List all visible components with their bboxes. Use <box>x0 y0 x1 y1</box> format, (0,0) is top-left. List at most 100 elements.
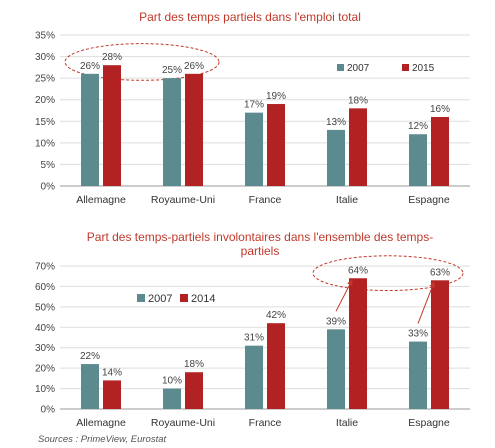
y-tick-label: 50% <box>35 302 55 313</box>
data-label: 13% <box>326 117 346 128</box>
highlight-ellipse <box>312 255 464 292</box>
chart-1-legend: 2007 2015 <box>337 63 435 74</box>
bar-2014 <box>349 278 367 409</box>
data-label: 39% <box>326 316 346 327</box>
y-tick-label: 0% <box>41 405 56 416</box>
y-tick-label: 30% <box>35 52 55 63</box>
chart-1-bars <box>81 65 449 186</box>
chart-2-legend-swatch-2007 <box>137 294 145 302</box>
chart-1-data-labels: 26%28%25% 26%17%19%13%18%12%16% <box>80 52 450 132</box>
data-label: 10% <box>162 376 182 387</box>
chart-2-legend: 2007 2014 <box>137 293 215 305</box>
data-label: 31% <box>244 333 264 344</box>
y-tick-label: 70% <box>35 262 55 273</box>
data-label: 42% <box>266 310 286 321</box>
data-label: 19% <box>266 91 286 102</box>
bar-2007 <box>81 73 99 186</box>
bar-2007 <box>327 129 345 186</box>
highlight-ellipse <box>64 43 220 81</box>
bar-2007 <box>409 134 427 186</box>
data-label: 17% <box>244 100 264 111</box>
y-tick-label: 40% <box>35 323 55 334</box>
bar-2015 <box>431 116 449 186</box>
y-tick-label: 20% <box>35 364 55 375</box>
chart-2-bars <box>81 278 449 409</box>
bar-2014 <box>267 323 285 409</box>
bar-2014 <box>431 280 449 409</box>
chart-1-legend-swatch-2007 <box>337 64 344 71</box>
data-label: 25% <box>162 65 182 76</box>
bar-2015 <box>185 73 203 186</box>
data-label: 64% <box>348 265 368 276</box>
bar-2014 <box>103 380 121 409</box>
y-tick-label: 15% <box>35 117 55 128</box>
category-label: Royaume-Uni <box>151 194 215 206</box>
bar-2007 <box>163 388 181 409</box>
trend-arrow <box>417 281 435 324</box>
data-label: 26% <box>80 61 100 72</box>
chart-1: Part des temps partiels dans l'emploi to… <box>35 10 470 206</box>
category-label: Espagne <box>408 194 450 206</box>
category-label: Royaume-Uni <box>151 417 215 429</box>
y-tick-label: 60% <box>35 282 55 293</box>
chart-1-title: Part des temps partiels dans l'emploi to… <box>139 10 361 24</box>
chart-2-arrows <box>335 279 435 324</box>
data-label: 12% <box>408 121 428 132</box>
chart-2-data-labels: 22%14% 10%18% 31% 42% 39% 64% 33% 63% <box>80 265 450 386</box>
category-label: France <box>249 194 282 206</box>
trend-arrow <box>335 279 353 312</box>
category-label: Italie <box>336 194 358 206</box>
y-tick-label: 25% <box>35 74 55 85</box>
chart-2-y-tick-labels: 0% 10% 20% 30% 40% 50% 60% 70% <box>35 262 55 416</box>
chart-1-legend-label-2007: 2007 <box>347 63 370 74</box>
data-label: 22% <box>80 351 100 362</box>
category-label: Allemagne <box>76 417 126 429</box>
data-label: 16% <box>430 104 450 115</box>
data-label: 18% <box>184 359 204 370</box>
chart-1-gridlines <box>60 34 470 187</box>
data-label: 63% <box>430 267 450 278</box>
chart-2-title-line-2: partiels <box>241 244 280 258</box>
chart-2-title-line-1: Part des temps-partiels involontaires da… <box>87 230 433 244</box>
bar-2007 <box>81 364 99 409</box>
bar-2007 <box>245 112 263 186</box>
category-label: Italie <box>336 417 358 429</box>
chart-1-highlight <box>64 43 220 81</box>
chart-2-gridlines <box>60 265 470 410</box>
data-label: 28% <box>102 52 122 63</box>
bar-2015 <box>267 104 285 186</box>
source-note: Sources : PrimeView, Eurostat <box>38 434 166 445</box>
y-tick-label: 30% <box>35 343 55 354</box>
chart-2-highlight <box>312 255 464 292</box>
y-tick-label: 5% <box>41 160 56 171</box>
chart-2-legend-label-2014: 2014 <box>191 293 215 305</box>
chart-2-category-labels: Allemagne Royaume-Uni France Italie Espagne <box>76 417 450 429</box>
chart-1-legend-swatch-2015 <box>402 64 409 71</box>
chart-1-category-labels: Allemagne Royaume-Uni France Italie Espagne <box>76 194 450 206</box>
y-tick-label: 0% <box>41 182 56 193</box>
category-label: Espagne <box>408 417 450 429</box>
y-tick-label: 35% <box>35 31 55 42</box>
chart-1-y-tick-labels: 0% 5% 10% 15% 20% 25% 30% 35% <box>35 31 55 193</box>
bar-2007 <box>245 345 263 409</box>
data-label: 14% <box>102 367 122 378</box>
category-label: Allemagne <box>76 194 126 206</box>
chart-2-legend-swatch-2014 <box>180 294 188 302</box>
y-tick-label: 10% <box>35 138 55 149</box>
bar-2007 <box>409 341 427 409</box>
y-tick-label: 10% <box>35 384 55 395</box>
chart-2-legend-label-2007: 2007 <box>148 293 172 305</box>
chart-2: Part des temps-partiels involontaires da… <box>35 230 470 429</box>
bar-2015 <box>103 65 121 186</box>
data-label: 26% <box>184 61 204 72</box>
chart-1-legend-label-2015: 2015 <box>412 63 435 74</box>
bar-2014 <box>185 372 203 409</box>
data-label: 33% <box>408 329 428 340</box>
data-label: 18% <box>348 95 368 106</box>
bar-2007 <box>163 78 181 186</box>
category-label: France <box>249 417 282 429</box>
bar-2007 <box>327 329 345 409</box>
bar-2015 <box>349 108 367 186</box>
y-tick-label: 20% <box>35 95 55 106</box>
